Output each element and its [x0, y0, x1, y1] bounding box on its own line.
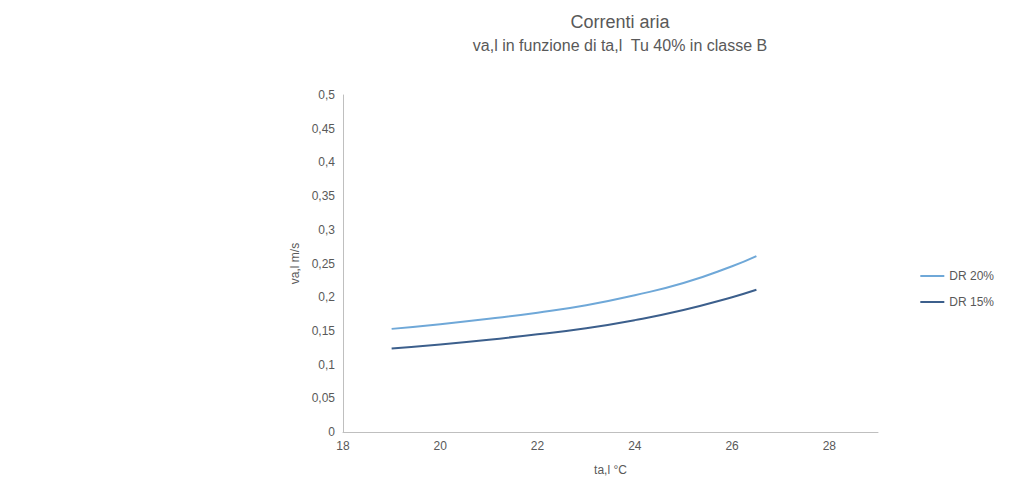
svg-text:DR 20%: DR 20% — [949, 269, 994, 283]
svg-text:0: 0 — [328, 425, 335, 439]
svg-text:ta,l °C: ta,l °C — [594, 463, 627, 477]
svg-text:va,l in funzione di ta,l Tu 4: va,l in funzione di ta,l Tu 40% in class… — [473, 37, 767, 54]
svg-text:va,l m/s: va,l m/s — [288, 243, 302, 284]
svg-text:DR 15%: DR 15% — [949, 295, 994, 309]
svg-text:26: 26 — [725, 439, 739, 453]
svg-text:24: 24 — [628, 439, 642, 453]
svg-text:0,3: 0,3 — [318, 223, 335, 237]
svg-text:0,1: 0,1 — [318, 358, 335, 372]
svg-text:0,4: 0,4 — [318, 155, 335, 169]
svg-text:0,25: 0,25 — [312, 257, 336, 271]
svg-text:0,2: 0,2 — [318, 290, 335, 304]
svg-text:22: 22 — [531, 439, 545, 453]
svg-text:0,05: 0,05 — [312, 391, 336, 405]
svg-text:0,45: 0,45 — [312, 122, 336, 136]
svg-text:Correnti aria: Correnti aria — [570, 12, 670, 32]
svg-text:0,35: 0,35 — [312, 189, 336, 203]
svg-text:28: 28 — [823, 439, 837, 453]
svg-text:0,5: 0,5 — [318, 88, 335, 102]
svg-text:18: 18 — [336, 439, 350, 453]
svg-text:0,15: 0,15 — [312, 324, 336, 338]
svg-text:20: 20 — [434, 439, 448, 453]
